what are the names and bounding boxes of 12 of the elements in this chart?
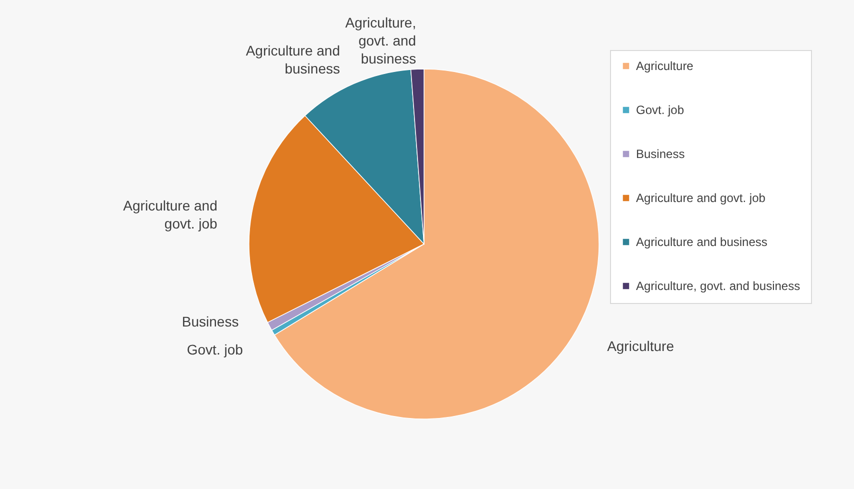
category-label: Business bbox=[182, 313, 239, 330]
legend-label: Business bbox=[636, 147, 685, 161]
legend-label: Agriculture bbox=[636, 59, 694, 73]
slice-label: Agriculture bbox=[607, 338, 674, 354]
legend-label: Agriculture, govt. and business bbox=[636, 279, 800, 293]
legend-label: Govt. job bbox=[636, 103, 684, 117]
slice-label: Govt. job bbox=[186, 341, 244, 358]
slice-label: Agriculture and business bbox=[246, 42, 340, 77]
slice-label: Agriculture and govt. job bbox=[123, 198, 218, 232]
legend-label: Agriculture and govt. job bbox=[636, 191, 766, 205]
slice-label: Agriculture, govt. and business bbox=[345, 14, 416, 67]
legend-label: Agriculture and business bbox=[636, 235, 768, 249]
